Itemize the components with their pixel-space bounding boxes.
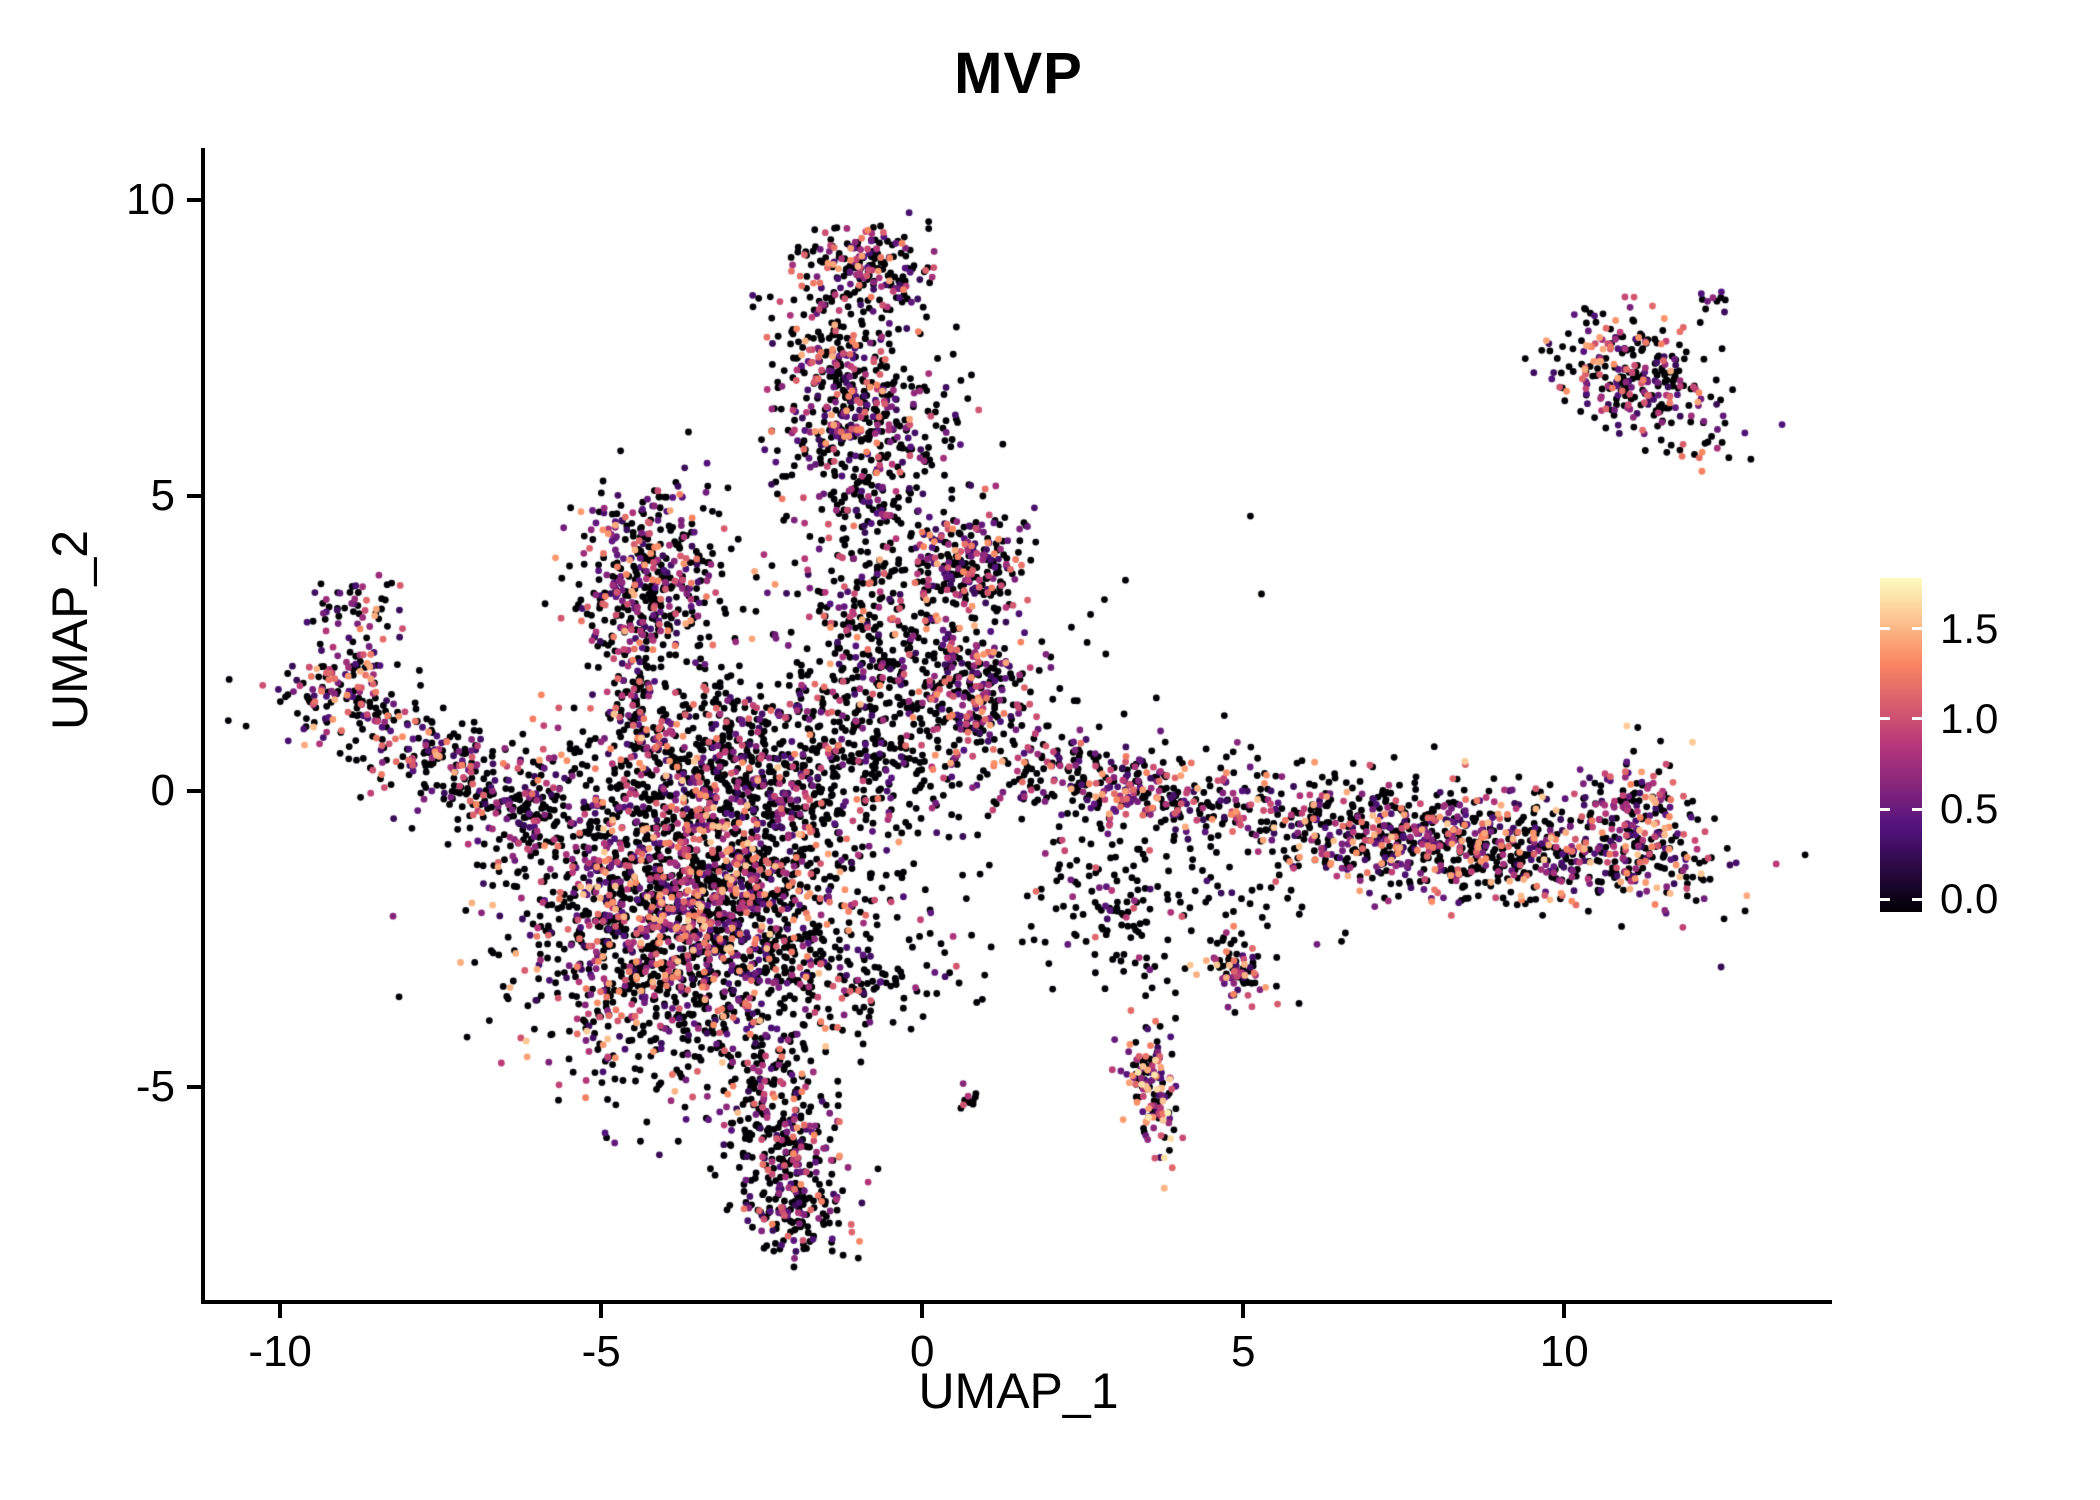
x-tick-mark xyxy=(278,1304,283,1318)
x-tick-label: 5 xyxy=(1230,1327,1256,1376)
colorbar-tick-label: 1.0 xyxy=(1940,694,1999,742)
y-tick-label: 5 xyxy=(150,470,175,520)
colorbar-tick-mark xyxy=(1880,717,1890,721)
colorbar-tick-mark xyxy=(1912,627,1922,631)
plot-title: MVP xyxy=(954,41,1083,106)
y-tick-label: 10 xyxy=(126,175,175,225)
x-tick-label: 10 xyxy=(1539,1327,1589,1376)
colorbar-tick-mark xyxy=(1880,627,1890,631)
x-tick-mark xyxy=(920,1304,925,1318)
colorbar-tick-label: 0.5 xyxy=(1940,785,1999,833)
x-tick-mark xyxy=(599,1304,604,1318)
y-axis-line xyxy=(201,148,205,1304)
x-axis-line xyxy=(201,1300,1832,1304)
colorbar-tick-mark xyxy=(1880,897,1890,901)
y-tick-mark xyxy=(187,198,201,203)
colorbar-tick-mark xyxy=(1912,897,1922,901)
y-tick-mark xyxy=(187,1084,201,1089)
colorbar-tick-mark xyxy=(1912,807,1922,811)
y-axis-label: UMAP_2 xyxy=(42,529,98,731)
colorbar-tick-label: 0.0 xyxy=(1940,875,1999,923)
colorbar-tick-label: 1.5 xyxy=(1940,604,1999,652)
y-tick-mark xyxy=(187,493,201,498)
colorbar-tick-mark xyxy=(1912,717,1922,721)
y-tick-label: 0 xyxy=(150,766,175,816)
x-tick-mark xyxy=(1562,1304,1567,1318)
y-tick-label: -5 xyxy=(135,1061,175,1111)
x-tick-label: -10 xyxy=(248,1327,312,1376)
y-tick-mark xyxy=(187,789,201,794)
x-tick-label: 0 xyxy=(909,1327,935,1376)
colorbar-gradient xyxy=(1880,578,1922,912)
colorbar-tick-mark xyxy=(1880,807,1890,811)
x-tick-mark xyxy=(1241,1304,1246,1318)
x-axis-label: UMAP_1 xyxy=(918,1363,1119,1419)
x-tick-label: -5 xyxy=(581,1327,621,1376)
